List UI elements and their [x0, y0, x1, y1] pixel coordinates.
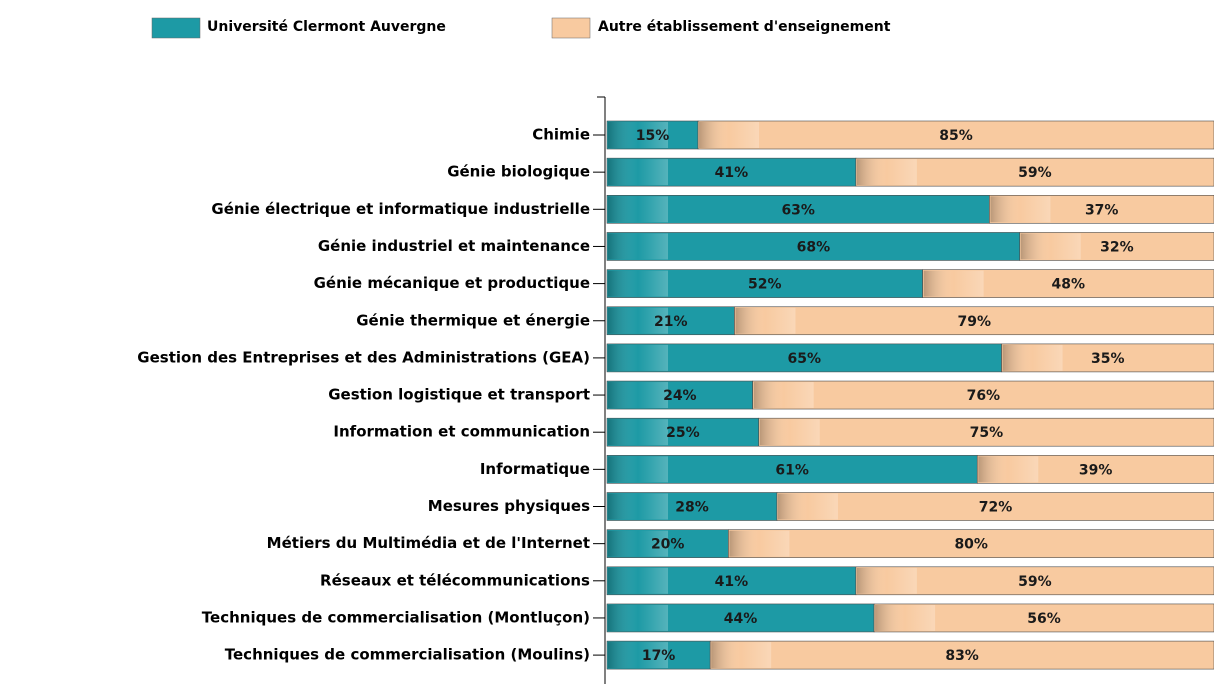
value-label: 21% [654, 314, 688, 330]
bar-segment [697, 120, 1214, 150]
bar-shade [608, 419, 668, 446]
bar-shade [608, 382, 668, 409]
category-label: Génie thermique et énergie [356, 311, 590, 329]
value-label: 35% [1091, 351, 1125, 367]
bar-shade [875, 604, 936, 631]
bar-shade [978, 456, 1039, 483]
bar-shade [777, 493, 838, 520]
category-label: Gestion des Entreprises et des Administr… [137, 348, 590, 366]
bar-shade [856, 159, 917, 186]
value-label: 37% [1085, 202, 1119, 218]
bar-segment [606, 343, 1002, 373]
bar-shade [699, 122, 760, 148]
bar-shade [608, 233, 668, 260]
value-label: 61% [775, 462, 809, 478]
value-label: 72% [979, 500, 1013, 516]
bar-shade [1020, 233, 1081, 260]
value-label: 59% [1018, 574, 1052, 590]
bar-shade [608, 642, 668, 669]
bar-shade [608, 196, 668, 223]
value-label: 25% [666, 425, 700, 441]
category-label: Gestion logistique et transport [328, 386, 590, 404]
bar-segment [606, 195, 990, 224]
legend-label: Autre établissement d'enseignement [598, 19, 891, 35]
value-label: 24% [663, 388, 697, 404]
bar-shade [608, 307, 668, 334]
bar-shade [729, 530, 790, 557]
bar-shade [990, 196, 1051, 223]
value-label: 68% [797, 239, 831, 255]
bar-shade [735, 307, 796, 334]
category-label: Génie industriel et maintenance [318, 237, 590, 255]
bar-shade [608, 159, 668, 186]
value-label: 48% [1052, 277, 1086, 293]
value-label: 80% [954, 537, 988, 553]
category-label: Informatique [480, 460, 590, 478]
category-label: Génie biologique [447, 163, 590, 181]
value-label: 52% [748, 277, 782, 293]
value-label: 41% [715, 165, 749, 181]
value-label: 76% [967, 388, 1001, 404]
bar-shade [608, 344, 668, 371]
value-label: 17% [642, 648, 676, 664]
bar-shade [608, 456, 668, 483]
bar-shade [608, 567, 668, 594]
bar-segment [758, 417, 1214, 447]
bar-shade [608, 530, 668, 557]
category-label: Techniques de commercialisation (Moulins… [225, 646, 590, 664]
value-label: 65% [788, 351, 822, 367]
category-label: Mesures physiques [428, 497, 590, 515]
bar-shade [608, 122, 668, 148]
category-label: Information et communication [333, 423, 590, 441]
value-label: 85% [939, 128, 973, 144]
bar-segment [728, 529, 1214, 558]
bar-shade [608, 493, 668, 520]
legend-swatch [151, 17, 201, 39]
category-label: Techniques de commercialisation (Montluç… [202, 608, 590, 626]
category-label: Métiers du Multimédia et de l'Internet [267, 534, 590, 552]
bar-shade [608, 270, 668, 297]
value-label: 15% [636, 128, 670, 144]
category-label: Génie mécanique et productique [314, 274, 590, 292]
bar-shade [856, 567, 917, 594]
value-label: 83% [945, 648, 979, 664]
bar-shade [1002, 344, 1063, 371]
bar-segment [752, 380, 1214, 410]
legend-label: Université Clermont Auvergne [207, 19, 446, 35]
bar-segment [709, 640, 1214, 670]
bar-shade [923, 270, 984, 297]
legend-swatch [551, 17, 591, 39]
value-label: 44% [724, 611, 758, 627]
value-label: 59% [1018, 165, 1052, 181]
category-label: Réseaux et télécommunications [320, 571, 590, 589]
value-label: 63% [781, 202, 815, 218]
bar-segment [776, 492, 1214, 521]
bar-segment [606, 455, 978, 484]
value-label: 75% [970, 425, 1004, 441]
bar-shade [759, 419, 820, 446]
value-label: 41% [715, 574, 749, 590]
value-label: 28% [675, 500, 709, 516]
bar-shade [753, 382, 814, 409]
value-label: 20% [651, 537, 685, 553]
category-label: Chimie [532, 126, 590, 144]
value-label: 39% [1079, 462, 1113, 478]
bar-shade [608, 604, 668, 631]
bar-shade [711, 642, 772, 669]
value-label: 79% [957, 314, 991, 330]
value-label: 32% [1100, 239, 1134, 255]
bar-segment [734, 306, 1214, 336]
category-label: Génie électrique et informatique industr… [211, 200, 590, 218]
value-label: 56% [1027, 611, 1061, 627]
